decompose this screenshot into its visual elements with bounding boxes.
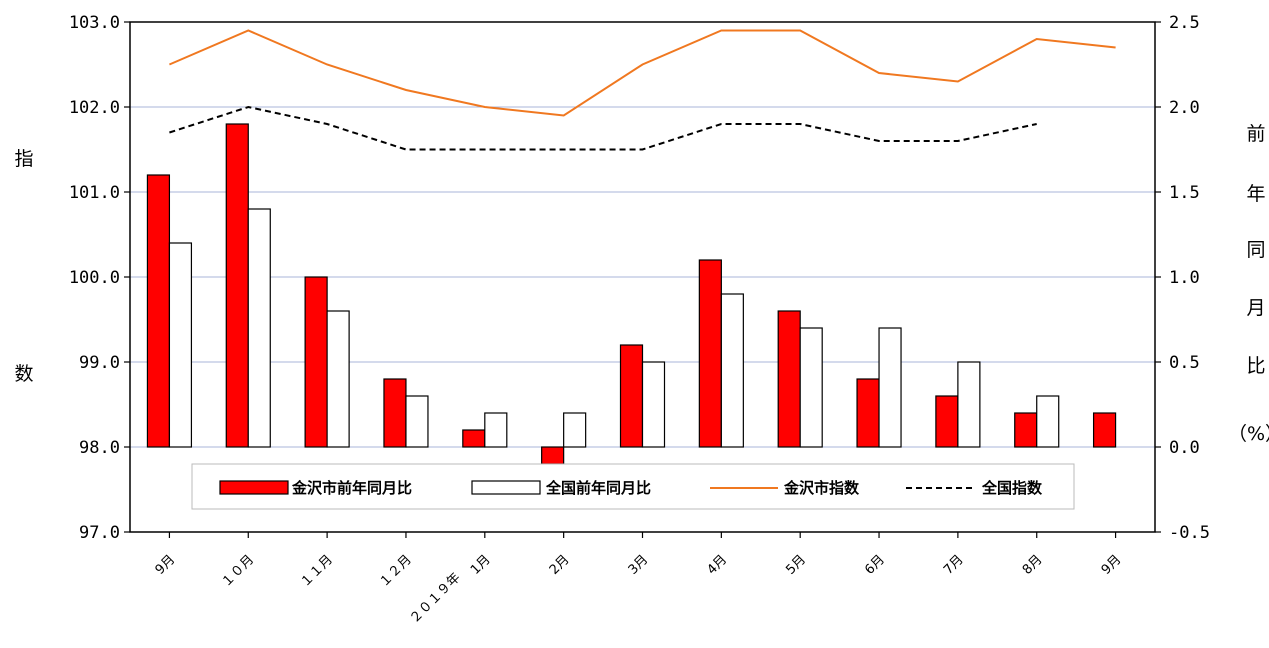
category-label: １２月	[377, 552, 415, 590]
category-label: 7月	[941, 552, 967, 578]
left-tick-label: 103.0	[69, 13, 120, 33]
right-axis-label-char: 比	[1246, 355, 1265, 377]
category-label: 6月	[862, 552, 888, 578]
category-label: 9月	[1099, 552, 1125, 578]
line-kanazawa-index	[169, 29, 1116, 117]
bar-kanazawa-yoy	[462, 429, 486, 448]
bar-kanazawa-yoy	[619, 344, 644, 448]
category-label: 3月	[626, 552, 652, 578]
line-national-index	[169, 105, 1037, 151]
right-axis-label-char: 月	[1246, 297, 1265, 319]
year-marker: ２０１９年	[407, 570, 464, 627]
bar-kanazawa-yoy	[304, 276, 328, 448]
category-labels: 9月 １０月 １１月 １２月 1月 2月 3月 4月 5月 6月 7月 8月 9月 ２０１９年	[153, 552, 1125, 627]
category-label: 5月	[783, 552, 809, 578]
right-axis-label-char: （%）	[1228, 423, 1269, 445]
gridlines	[130, 106, 1155, 448]
legend-label-kanazawa-yoy: 金沢市前年同月比	[291, 479, 412, 497]
right-tick-label: 1.0	[1169, 268, 1200, 288]
bar-national-yoy	[1036, 395, 1060, 448]
bar-national-yoy	[957, 361, 981, 448]
bar-national-yoy	[878, 327, 902, 448]
bar-national-yoy	[484, 412, 508, 448]
bar-kanazawa-yoy	[935, 395, 959, 448]
right-axis-label-char: 年	[1246, 183, 1265, 205]
left-tick-label: 102.0	[69, 98, 120, 118]
left-axis-label-char: 数	[14, 363, 33, 385]
category-label: １０月	[219, 552, 257, 590]
category-label: 9月	[153, 552, 179, 578]
bar-kanazawa-yoy	[856, 378, 880, 448]
bar-national-yoy	[641, 361, 666, 448]
legend-label-national-index: 全国指数	[981, 479, 1043, 497]
axes	[124, 21, 1161, 538]
right-tick-label: -0.5	[1169, 523, 1210, 543]
category-label: 2月	[547, 552, 573, 578]
legend-swatch-national-yoy	[471, 480, 541, 495]
left-tick-label: 97.0	[79, 523, 120, 543]
left-tick-label: 99.0	[79, 353, 120, 373]
bar-national-yoy	[247, 208, 271, 448]
legend: 金沢市前年同月比 全国前年同月比 金沢市指数 全国指数	[191, 463, 1075, 510]
bar-kanazawa-yoy	[1014, 412, 1038, 448]
bar-national-yoy	[326, 310, 350, 448]
category-label: １１月	[298, 552, 336, 590]
legend-swatch-kanazawa-yoy	[219, 480, 289, 495]
right-tick-label: 2.0	[1169, 98, 1200, 118]
category-label: 1月	[468, 552, 494, 578]
bar-kanazawa-yoy	[225, 123, 249, 448]
right-tick-label: 0.0	[1169, 438, 1200, 458]
left-tick-label: 98.0	[79, 438, 120, 458]
legend-box	[191, 463, 1075, 510]
bar-national-yoy	[799, 327, 823, 448]
bar-kanazawa-yoy	[777, 310, 801, 448]
bar-kanazawa-yoy	[698, 259, 722, 448]
category-label: 8月	[1020, 552, 1046, 578]
left-tick-label: 100.0	[69, 268, 120, 288]
bar-kanazawa-yoy	[541, 446, 565, 465]
legend-label-kanazawa-index: 金沢市指数	[783, 479, 860, 497]
legend-label-national-yoy: 全国前年同月比	[545, 479, 651, 497]
bar-national-yoy	[563, 412, 587, 448]
right-tick-labels: -0.5 0.0 0.5 1.0 1.5 2.0 2.5	[1169, 13, 1210, 543]
bar-kanazawa-yoy	[383, 378, 407, 448]
bar-kanazawa-yoy	[1092, 412, 1117, 448]
right-axis-label-char: 前	[1246, 123, 1265, 145]
axis-labels: 指数 前年同月比 （%）	[14, 123, 1269, 445]
left-tick-label: 101.0	[69, 183, 120, 203]
bars	[146, 123, 1117, 465]
lines	[169, 29, 1116, 151]
left-axis-label-char: 指	[14, 148, 33, 170]
bar-national-yoy	[405, 395, 429, 448]
right-tick-label: 1.5	[1169, 183, 1200, 203]
bar-national-yoy	[720, 293, 744, 448]
right-tick-label: 2.5	[1169, 13, 1200, 33]
left-tick-labels: 97.0 98.0 99.0 100.0 101.0 102.0 103.0	[69, 13, 120, 543]
bar-national-yoy	[168, 242, 193, 448]
right-tick-label: 0.5	[1169, 353, 1200, 373]
right-axis-label-char: 同	[1246, 239, 1265, 261]
bar-kanazawa-yoy	[146, 174, 171, 448]
category-label: 4月	[705, 552, 731, 578]
